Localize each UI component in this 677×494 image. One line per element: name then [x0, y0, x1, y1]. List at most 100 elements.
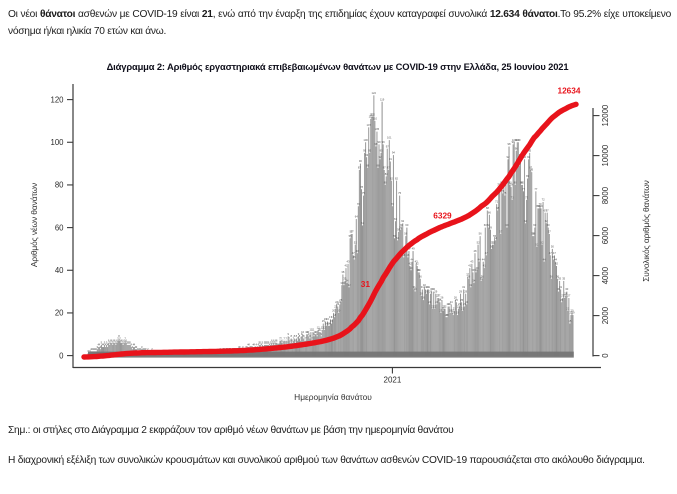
chart-title: Διάγραμμα 2: Αριθμός εργαστηριακά επιβεβ… — [106, 61, 569, 72]
death-bar — [350, 234, 352, 356]
svg-text:10: 10 — [305, 330, 308, 334]
svg-text:79: 79 — [510, 183, 513, 187]
svg-text:5: 5 — [265, 341, 267, 345]
death-bar — [355, 219, 357, 356]
svg-text:3: 3 — [250, 345, 252, 349]
death-bar — [453, 310, 455, 356]
svg-text:56: 56 — [479, 232, 482, 236]
death-bar — [510, 187, 512, 356]
death-bar — [483, 268, 485, 356]
svg-text:111: 111 — [369, 114, 374, 118]
death-bar — [533, 236, 535, 356]
death-bar — [416, 266, 418, 356]
baseline-density-band — [88, 351, 574, 358]
death-bar — [536, 246, 538, 356]
svg-text:2: 2 — [143, 347, 145, 351]
svg-text:73: 73 — [511, 196, 514, 200]
svg-text:6: 6 — [276, 338, 278, 342]
left-axis-title: Αριθμός νέων θανάτων — [29, 182, 39, 268]
svg-text:17: 17 — [331, 315, 334, 319]
svg-text:3: 3 — [256, 345, 258, 349]
svg-text:23: 23 — [463, 302, 466, 306]
svg-text:27: 27 — [567, 294, 570, 298]
svg-text:9: 9 — [301, 332, 303, 336]
svg-text:2: 2 — [138, 347, 140, 351]
death-bar — [497, 210, 499, 356]
svg-text:94: 94 — [392, 151, 395, 155]
svg-text:48: 48 — [474, 249, 477, 253]
death-bar — [554, 261, 556, 356]
svg-text:79: 79 — [497, 183, 500, 187]
svg-text:30: 30 — [430, 287, 433, 291]
svg-text:48: 48 — [356, 249, 359, 253]
svg-text:8: 8 — [291, 334, 293, 338]
death-bar — [431, 291, 433, 356]
death-bar — [113, 342, 115, 356]
svg-text:18: 18 — [333, 313, 336, 317]
svg-text:3: 3 — [242, 345, 244, 349]
death-bar — [548, 234, 550, 356]
death-bar — [465, 293, 467, 356]
death-bar — [549, 255, 551, 356]
death-bar — [540, 208, 542, 356]
tick-marks — [67, 99, 600, 374]
svg-text:46: 46 — [402, 253, 405, 257]
death-bar — [404, 253, 406, 356]
svg-text:22: 22 — [444, 304, 447, 308]
svg-text:77: 77 — [534, 187, 537, 191]
svg-text:7: 7 — [279, 336, 281, 340]
death-bar — [518, 165, 520, 356]
svg-text:57: 57 — [499, 230, 502, 234]
svg-text:122: 122 — [372, 91, 377, 95]
death-bar — [521, 184, 523, 356]
annotation-milestone: 6329 — [433, 210, 452, 220]
death-bar — [547, 227, 549, 356]
svg-text:21: 21 — [453, 306, 456, 310]
svg-text:5: 5 — [284, 341, 286, 345]
svg-text:63: 63 — [394, 217, 397, 221]
death-bar — [379, 159, 381, 356]
svg-text:20: 20 — [55, 309, 64, 318]
death-bar — [486, 210, 488, 356]
death-bar — [472, 272, 474, 356]
svg-text:8: 8 — [303, 334, 305, 338]
death-bar — [128, 344, 130, 356]
svg-text:29: 29 — [459, 289, 462, 293]
svg-text:3: 3 — [97, 345, 99, 349]
svg-text:5: 5 — [129, 341, 131, 345]
death-bar — [528, 159, 530, 356]
svg-text:7: 7 — [304, 336, 306, 340]
svg-text:24: 24 — [435, 300, 438, 304]
svg-text:80: 80 — [509, 181, 512, 185]
death-bar — [446, 317, 448, 356]
death-bar — [476, 270, 478, 356]
svg-text:7: 7 — [124, 336, 126, 340]
svg-text:2: 2 — [92, 347, 94, 351]
death-bar — [387, 170, 389, 356]
death-bar — [500, 234, 502, 356]
x-axis-title: Ημερομηνία θανάτου — [294, 392, 372, 402]
death-bar — [122, 344, 124, 356]
death-bar — [560, 289, 562, 356]
svg-text:26: 26 — [440, 296, 443, 300]
svg-text:14: 14 — [328, 321, 331, 325]
svg-text:9: 9 — [320, 332, 322, 336]
svg-text:60: 60 — [487, 223, 490, 227]
svg-text:7: 7 — [305, 336, 307, 340]
svg-text:42: 42 — [409, 262, 412, 266]
svg-text:25: 25 — [460, 298, 463, 302]
svg-text:56: 56 — [404, 232, 407, 236]
svg-text:6: 6 — [108, 338, 110, 342]
svg-text:100: 100 — [516, 138, 521, 142]
death-bar — [569, 323, 571, 356]
death-bar — [339, 304, 341, 356]
svg-text:5: 5 — [122, 341, 124, 345]
death-bar — [101, 347, 103, 356]
death-bar — [537, 208, 539, 356]
death-bar — [559, 280, 561, 356]
svg-text:17: 17 — [329, 315, 332, 319]
death-bar — [445, 317, 447, 356]
death-bar — [570, 315, 572, 356]
svg-text:31: 31 — [424, 285, 427, 289]
svg-text:23: 23 — [336, 302, 339, 306]
